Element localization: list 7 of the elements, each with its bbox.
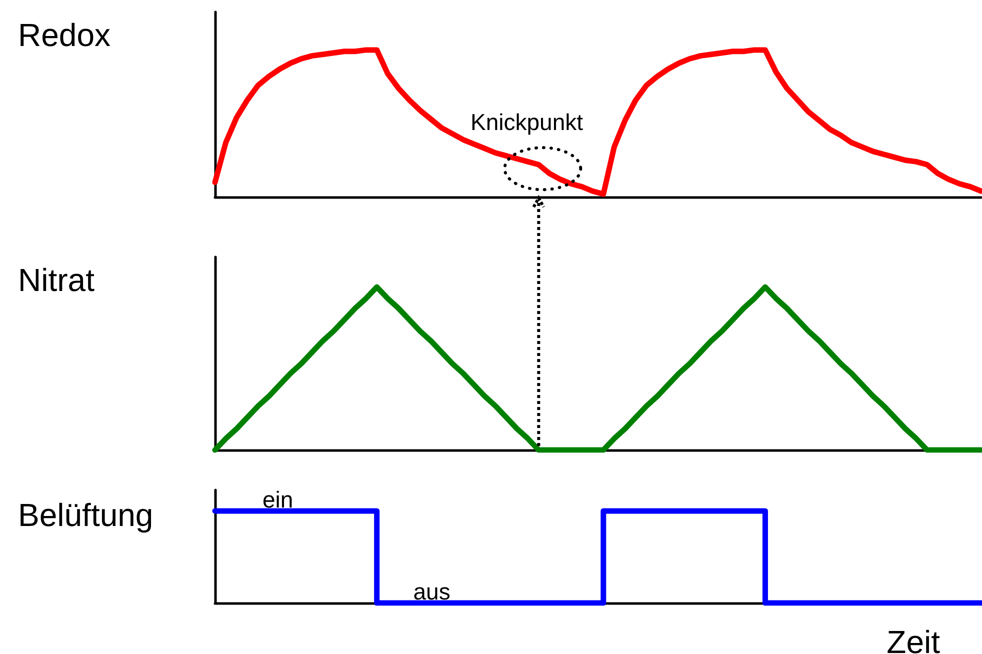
y-axis-title: Belüftung [18,497,154,533]
annotation: aus [413,578,450,604]
y-axis-title: Nitrat [18,262,95,298]
annotation: Knickpunkt [470,109,584,136]
y-axis-title: Redox [18,17,110,53]
x-axis-title: Zeit [886,624,940,654]
annotation: ein [262,486,294,512]
